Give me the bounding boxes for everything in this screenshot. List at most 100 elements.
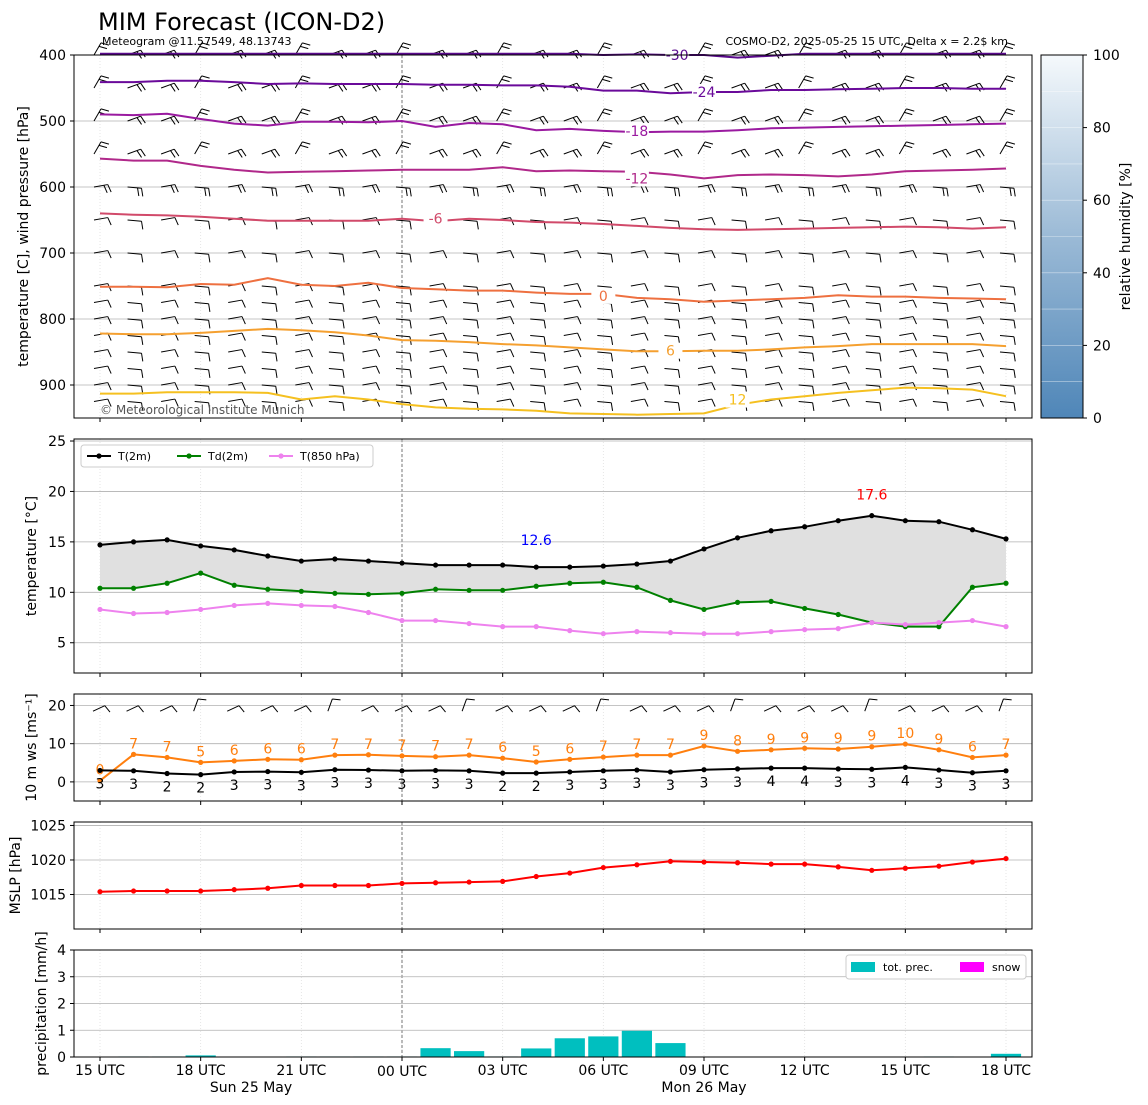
legend-swatch — [851, 962, 875, 972]
series-point — [365, 767, 372, 773]
isotherm-label: -24 — [693, 85, 716, 101]
wind-barb-feather — [208, 221, 211, 230]
wind-barb — [999, 335, 1014, 338]
legend-box — [845, 954, 1027, 980]
precip-bar — [420, 1048, 451, 1057]
series-point — [198, 759, 204, 766]
wind-barb-feather — [812, 303, 815, 312]
wind-barb-feather — [539, 187, 542, 197]
wind-barb-feather — [644, 382, 649, 391]
series-point — [432, 754, 439, 760]
series-point — [634, 629, 640, 635]
y-axis-label: precipitation [mm/h] — [34, 931, 50, 1075]
wind-barb — [395, 285, 410, 288]
wind-barb — [597, 219, 612, 222]
wind-barb-feather — [805, 75, 814, 79]
wind-barb-feather — [476, 369, 479, 378]
wind-barb — [328, 318, 343, 321]
wind-barb — [127, 368, 142, 371]
wind-barb-feather — [542, 148, 549, 157]
series-point — [399, 768, 405, 774]
wind-barb-feather — [572, 117, 579, 125]
wind-barb-feather — [812, 254, 815, 263]
value-label: 3 — [632, 776, 641, 792]
wind-barb — [461, 698, 468, 712]
wind-barb — [898, 108, 907, 122]
wind-barb-feather — [912, 316, 917, 325]
wind-barb — [194, 335, 209, 338]
wind-barb — [127, 115, 141, 122]
wind-barb — [731, 115, 745, 122]
wind-barb-feather — [302, 141, 311, 145]
wind-barb — [194, 252, 209, 255]
series-line — [99, 766, 1007, 776]
wind-barb — [530, 148, 544, 155]
wind-barb-feather — [912, 217, 917, 226]
wind-barb-feather — [942, 187, 945, 197]
wind-barb-feather — [845, 299, 850, 308]
value-label: 3 — [129, 777, 138, 793]
wind-barb-feather — [906, 141, 915, 145]
wind-barb-feather — [677, 188, 681, 197]
wind-barb — [966, 184, 981, 188]
wind-barb — [731, 82, 745, 89]
wind-barb-feather — [644, 217, 649, 226]
y-tick-label: 800 — [39, 312, 66, 328]
wind-barb-feather — [704, 108, 714, 112]
wind-barb-feather — [778, 250, 783, 259]
wind-barb — [429, 299, 444, 303]
wind-barb — [362, 115, 376, 122]
wind-barb — [966, 316, 981, 320]
series-point — [667, 630, 674, 636]
wind-barb-feather — [1013, 336, 1016, 345]
series-point — [869, 513, 875, 519]
chart-subtitle-right: COSMO-D2, 2025-05-25 15 UTC, Delta x = 2… — [725, 35, 1008, 48]
series-point — [969, 584, 976, 590]
wind-barb-feather — [610, 303, 614, 312]
wind-barb-feather — [275, 254, 278, 263]
value-label: 2 — [498, 779, 507, 795]
value-label: 8 — [733, 733, 742, 749]
wind-barb — [93, 382, 108, 386]
wind-barb-feather — [337, 84, 344, 92]
wind-barb-feather — [371, 84, 377, 92]
value-label: 2 — [163, 779, 172, 795]
series-point — [936, 767, 942, 773]
dewpoint-spread-fill — [100, 515, 1006, 627]
wind-barb-feather — [677, 287, 681, 296]
wind-barb — [798, 42, 807, 56]
wind-barb-feather — [442, 299, 448, 308]
wind-barb — [429, 115, 443, 122]
wind-barb-feather — [674, 705, 681, 713]
wind-barb-feather — [409, 369, 412, 378]
isotherm-line — [99, 212, 1007, 231]
value-label: 6 — [968, 739, 977, 755]
value-label: 3 — [733, 775, 742, 791]
wind-barb-feather — [241, 398, 246, 407]
wind-barb-feather — [137, 187, 140, 197]
wind-barb — [865, 401, 880, 404]
series-point — [198, 543, 204, 549]
value-label: 3 — [431, 776, 440, 792]
value-label: 3 — [330, 776, 339, 792]
series-point — [1003, 855, 1009, 862]
y-tick-label: 10 — [48, 737, 66, 753]
wind-barb — [294, 108, 303, 122]
wind-barb — [832, 148, 846, 155]
wind-barb-feather — [402, 108, 412, 112]
wind-barb-feather — [270, 84, 277, 92]
wind-barb-feather — [543, 303, 546, 312]
wind-barb-feather — [576, 115, 582, 124]
wind-barb — [999, 252, 1014, 255]
wind-barb — [362, 184, 377, 188]
wind-barb — [563, 382, 578, 386]
series-point — [365, 752, 372, 758]
y-axis-label: MSLP [hPa] — [8, 837, 24, 915]
wind-barb-feather — [572, 150, 579, 158]
series-point — [835, 518, 841, 524]
wind-barb-feather — [400, 45, 410, 50]
wind-barb — [798, 401, 813, 404]
wind-barb — [999, 186, 1014, 189]
wind-barb-feather — [375, 250, 381, 259]
wind-barb — [194, 141, 203, 155]
